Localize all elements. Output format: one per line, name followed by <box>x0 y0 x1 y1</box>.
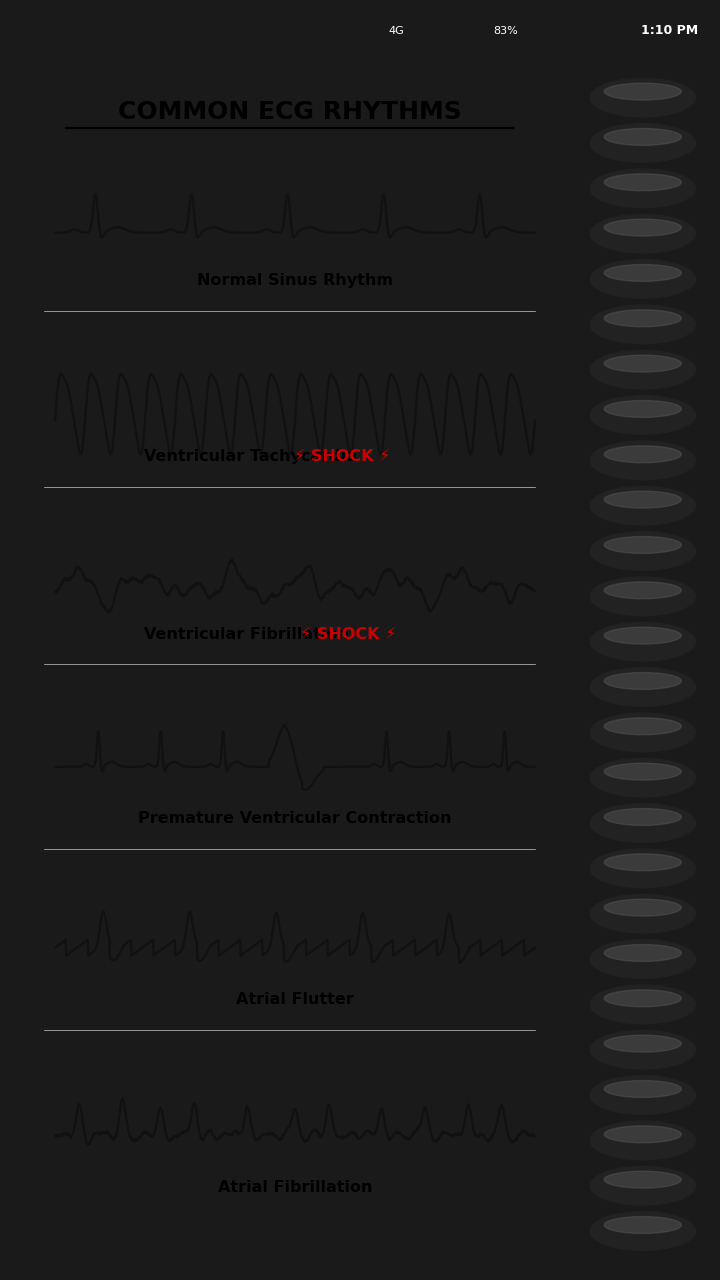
Ellipse shape <box>604 718 681 735</box>
Ellipse shape <box>590 895 696 933</box>
Ellipse shape <box>604 536 681 553</box>
Ellipse shape <box>590 214 696 253</box>
Ellipse shape <box>590 758 696 797</box>
Ellipse shape <box>604 445 681 462</box>
Ellipse shape <box>590 486 696 525</box>
Ellipse shape <box>604 492 681 508</box>
Ellipse shape <box>604 219 681 236</box>
Ellipse shape <box>604 1126 681 1143</box>
Text: COMMON ECG RHYTHMS: COMMON ECG RHYTHMS <box>117 100 462 124</box>
Ellipse shape <box>590 804 696 842</box>
Ellipse shape <box>604 1171 681 1188</box>
Text: Premature Ventricular Contraction: Premature Ventricular Contraction <box>138 812 451 826</box>
Ellipse shape <box>590 351 696 389</box>
Ellipse shape <box>590 305 696 343</box>
Ellipse shape <box>604 627 681 644</box>
Ellipse shape <box>590 1075 696 1115</box>
Ellipse shape <box>604 174 681 191</box>
Text: Ventricular Fibrillation: Ventricular Fibrillation <box>145 627 349 641</box>
Ellipse shape <box>590 622 696 660</box>
Ellipse shape <box>590 124 696 163</box>
Ellipse shape <box>590 713 696 751</box>
Ellipse shape <box>604 83 681 100</box>
Ellipse shape <box>604 989 681 1007</box>
Ellipse shape <box>590 169 696 207</box>
Text: Atrial Flutter: Atrial Flutter <box>236 992 354 1007</box>
Text: Normal Sinus Rhythm: Normal Sinus Rhythm <box>197 274 393 288</box>
Text: Ventricular Tachycardia: Ventricular Tachycardia <box>145 449 357 465</box>
Text: ⚡ SHOCK ⚡: ⚡ SHOCK ⚡ <box>294 449 390 465</box>
Ellipse shape <box>604 900 681 916</box>
Ellipse shape <box>604 1216 681 1234</box>
Ellipse shape <box>590 849 696 887</box>
Ellipse shape <box>604 854 681 870</box>
Ellipse shape <box>604 1036 681 1052</box>
Ellipse shape <box>590 1166 696 1204</box>
Ellipse shape <box>590 577 696 616</box>
Ellipse shape <box>590 1030 696 1069</box>
Ellipse shape <box>604 672 681 690</box>
Ellipse shape <box>590 396 696 434</box>
Ellipse shape <box>604 355 681 372</box>
Ellipse shape <box>604 1080 681 1097</box>
Ellipse shape <box>604 763 681 780</box>
Text: 4G: 4G <box>388 26 404 36</box>
Ellipse shape <box>590 1121 696 1160</box>
Ellipse shape <box>590 78 696 116</box>
Ellipse shape <box>604 945 681 961</box>
Ellipse shape <box>590 260 696 298</box>
Text: Atrial Fibrillation: Atrial Fibrillation <box>217 1180 372 1196</box>
Text: 1:10 PM: 1:10 PM <box>642 24 698 37</box>
Ellipse shape <box>590 668 696 707</box>
Text: 83%: 83% <box>494 26 518 36</box>
Text: ⚡ SHOCK ⚡: ⚡ SHOCK ⚡ <box>300 627 397 641</box>
Ellipse shape <box>590 442 696 480</box>
Ellipse shape <box>604 310 681 326</box>
Ellipse shape <box>590 1212 696 1251</box>
Ellipse shape <box>590 940 696 978</box>
Ellipse shape <box>590 531 696 571</box>
Ellipse shape <box>604 128 681 146</box>
Ellipse shape <box>604 401 681 417</box>
Ellipse shape <box>604 582 681 599</box>
Ellipse shape <box>604 265 681 282</box>
Ellipse shape <box>604 809 681 826</box>
Ellipse shape <box>590 986 696 1024</box>
